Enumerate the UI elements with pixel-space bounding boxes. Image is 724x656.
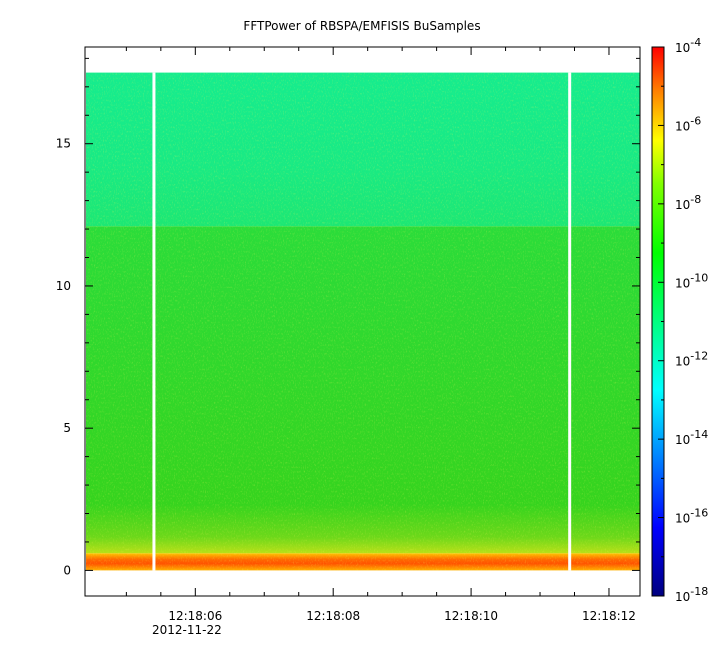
data-gap: [152, 72, 156, 571]
colorbar-tick-label: 10-6: [675, 114, 701, 133]
colorbar-tick-label: 10-4: [675, 36, 701, 55]
colorbar-tick-label: 10-14: [675, 428, 708, 447]
y-tick-label: 5: [63, 421, 71, 435]
x-tick-label: 12:18:08: [306, 609, 360, 623]
plot-area: 0 5 10 15 12:18:06 12:18:08 12:18:10 12:18:12 20…: [56, 46, 641, 637]
noise-texture: [86, 72, 640, 571]
colorbar-tick-label: 10-16: [675, 507, 708, 526]
colorbar: 10-4 10-6 10-8 10-10 10-12 10-14 10-16 10-18: [651, 36, 708, 604]
x-date-label: 2012-11-22: [152, 623, 222, 637]
x-tick-label: 12:18:10: [444, 609, 498, 623]
data-gap: [568, 72, 572, 571]
plot-frame: [84, 46, 641, 597]
y-tick-label: 0: [63, 563, 71, 577]
colorbar-tick-label: 10-10: [675, 271, 708, 290]
colorbar-tick-label: 10-8: [675, 193, 701, 212]
colorbar-tick-label: 10-12: [675, 350, 708, 369]
colorbar-tick-label: 10-18: [675, 585, 708, 604]
y-tick-label: 15: [56, 137, 71, 151]
colorbar-gradient: [652, 47, 664, 596]
x-tick-label: 12:18:12: [582, 609, 636, 623]
x-tick-label: 12:18:06: [168, 609, 222, 623]
y-tick-label: 10: [56, 279, 71, 293]
chart-title: FFTPower of RBSPA/EMFISIS BuSamples: [243, 19, 480, 33]
